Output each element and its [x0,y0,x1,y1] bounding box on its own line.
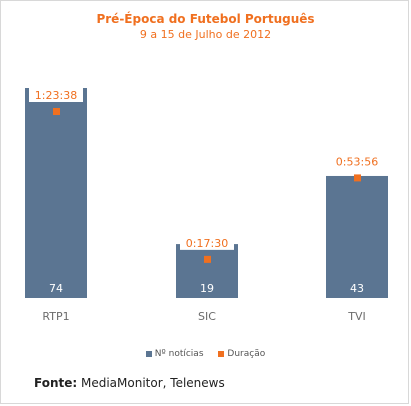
bar-rtp1 [25,88,87,298]
source-note: Fonte: MediaMonitor, Telenews [34,376,225,390]
duration-label-bg-rtp1 [29,87,83,102]
category-label-sic: SIC [198,310,216,323]
legend-label-duration: Duração [227,349,266,359]
legend-item-duration: Duração [218,349,265,359]
duration-label-rtp1: 1:23:38 [35,89,77,102]
legend-item-news: Nº notícias [145,349,204,359]
duration-marker-tvi [354,174,361,182]
duration-marker-sic [204,255,211,263]
bar-tvi [326,175,388,298]
category-label-rtp1: RTP1 [42,310,69,323]
duration-label-bg-sic [180,234,234,250]
duration-label-bg-tvi [330,153,384,169]
category-label-tvi: TVI [347,310,366,323]
source-text: MediaMonitor, Telenews [77,376,225,390]
bar-value-rtp1: 74 [49,282,63,295]
bar-value-tvi: 43 [350,282,364,295]
duration-label-tvi: 0:53:56 [336,155,378,168]
duration-label-sic: 0:17:30 [186,237,228,250]
legend-swatch-news [145,351,152,357]
bar-value-sic: 19 [200,282,214,295]
legend-swatch-duration [218,351,225,357]
bar-sic [176,244,238,298]
source-label: Fonte: [34,376,78,390]
legend: Nº notícias Duração [0,349,411,360]
duration-marker-rtp1 [53,108,60,115]
chart-subtitle: 9 a 15 de Julho de 2012 [139,28,272,41]
chart-title: Pré-Época do Futebol Português [96,12,315,26]
legend-label-news: Nº notícias [154,349,204,359]
bar-chart: 74 1:23:38 RTP1 19 0:17:30 SIC 43 0:53:56 TVI [25,87,388,323]
